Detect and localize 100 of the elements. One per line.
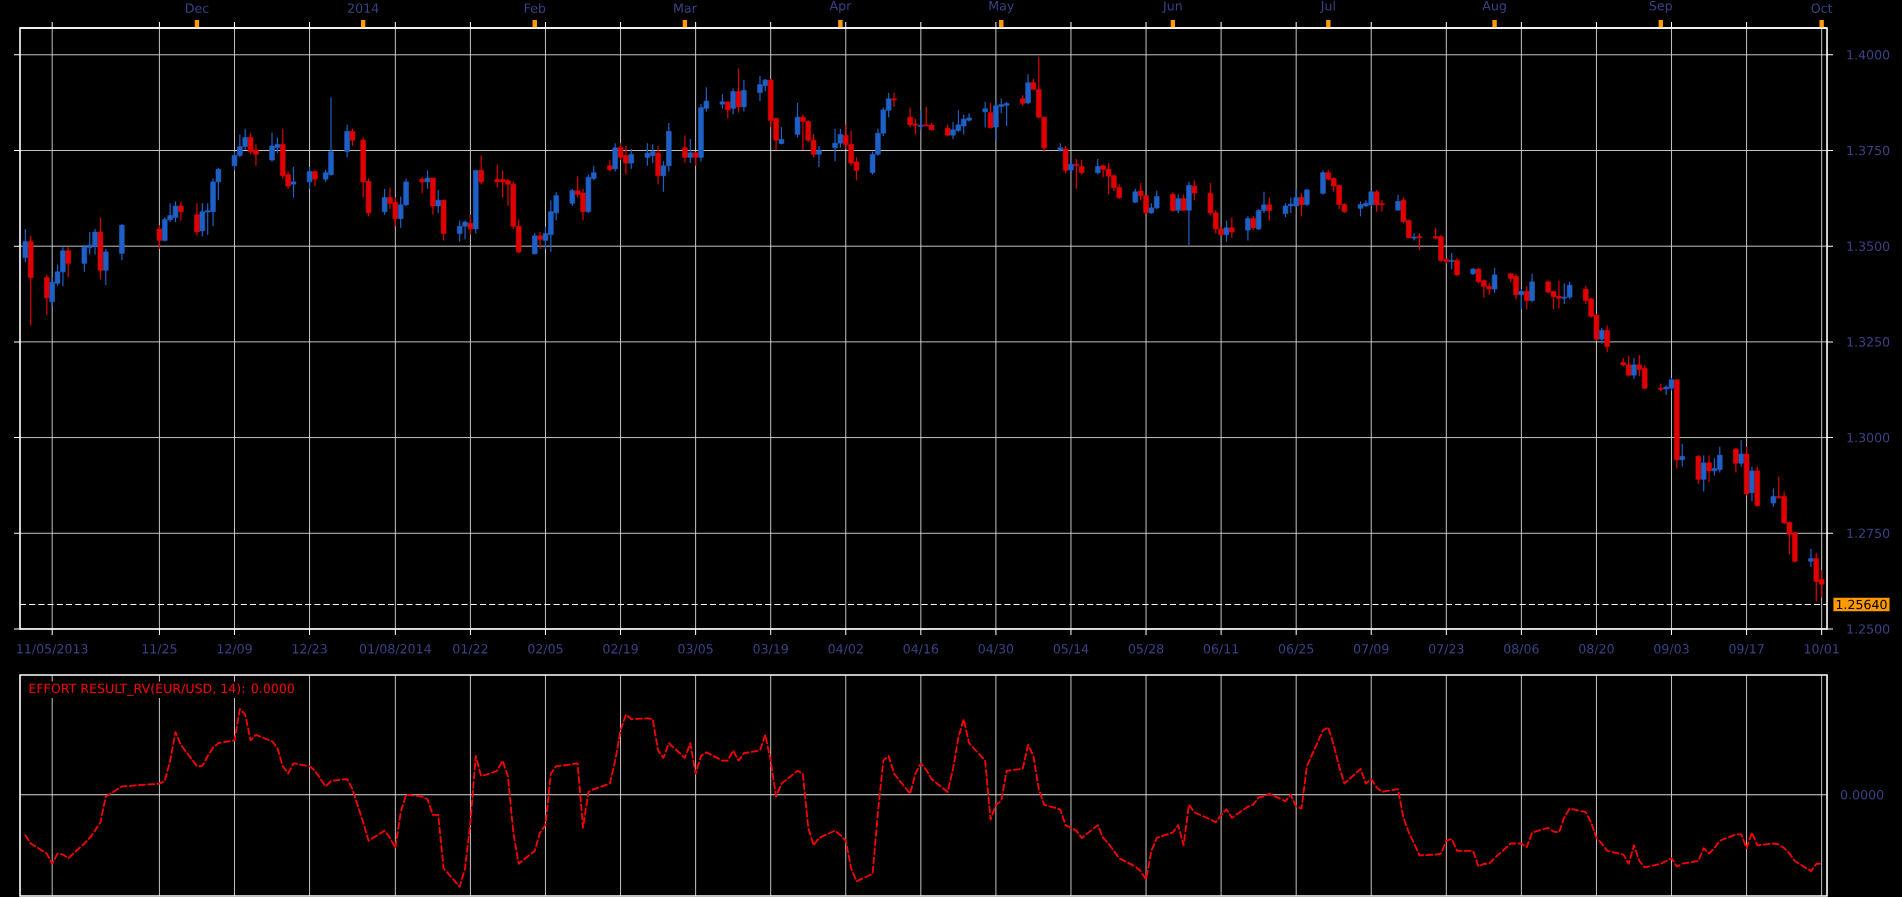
candlestick [1229,216,1235,239]
candlestick [1518,288,1525,310]
x-tick-label: 11/25 [142,644,177,655]
candlestick [1266,196,1273,222]
y-tick-label: 1.4000 [1847,50,1890,60]
candlestick [1223,219,1230,243]
candlestick [1529,273,1535,303]
candlestick [1073,158,1080,190]
candlestick [730,87,736,116]
x-tick-label: 02/05 [528,644,563,655]
x-tick-label: 06/11 [1203,644,1239,655]
x-tick-label: 03/19 [753,644,788,655]
y-tick-label: 1.3250 [1847,337,1890,347]
candlestick [478,154,484,185]
candlestick [1298,192,1305,217]
candlestick [1245,215,1251,242]
x-tick-label: 09/03 [1654,644,1689,655]
candlestick [612,142,618,173]
candlestick [290,166,297,199]
x-tick-label: 08/06 [1504,644,1539,655]
candlestick [741,79,747,113]
y-tick-label: 1.3750 [1847,145,1890,156]
x-tick-label: 09/17 [1729,644,1764,655]
candlestick [1695,454,1702,485]
x-tick-label: 06/25 [1278,644,1314,655]
x-tick-label: 05/14 [1053,644,1089,655]
candlestick [44,274,50,316]
x2-tick-label: Sep [1649,0,1672,13]
candlestick [1770,487,1777,508]
x2-tick-label: May [989,1,1014,13]
x-tick-label: 04/02 [828,644,863,655]
candlestick [1749,466,1755,502]
candlestick [982,101,988,128]
x-tick-label: 01/22 [453,644,488,655]
candlestick [1700,454,1707,493]
x2-tick-label: 2014 [348,3,379,13]
x-tick-label: 04/16 [903,644,939,655]
x-tick-label: 04/30 [978,644,1014,655]
candlestick [735,67,742,114]
x-tick-label: 05/28 [1128,644,1164,655]
candlestick [467,214,474,236]
candlestick [1679,443,1685,468]
x-tick-label: 07/23 [1428,644,1464,655]
x2-tick-label: Mar [674,3,697,13]
candlestick [381,188,388,216]
x2-tick-label: Feb [524,3,546,13]
candlestick [156,224,163,250]
candlestick [987,102,994,130]
x2-tick-label: Jul [1320,0,1335,13]
x-tick-label: 12/09 [217,644,252,655]
x-tick-label: 10/01 [1804,644,1839,655]
chart-title: EFFORT RESULT_RV(EUR/USD, 14): 0.0000 [29,683,295,696]
candlestick [1191,179,1198,201]
x-tick-label: 01/08/2014 [359,644,431,655]
candlestick [794,102,801,139]
x-tick-label: 03/05 [678,644,713,655]
candlestick [65,246,71,279]
x2-tick-label: Apr [829,1,852,13]
candlestick [1062,145,1069,175]
candlestick [918,109,924,132]
candlestick [891,92,897,108]
candlestick [687,138,693,164]
candlestick [194,202,200,237]
candlestick [1733,447,1739,474]
candlestick [682,134,688,164]
x2-tick-label: Dec [185,3,209,13]
candlestick [1738,439,1744,468]
candlestick [1320,169,1326,196]
candlestick [424,169,431,190]
candlestick [532,232,538,256]
x-tick-label: 07/09 [1353,644,1389,655]
candlestick [816,145,822,168]
x2-tick-label: Jun [1162,1,1182,13]
x-tick-label: 02/19 [603,644,638,655]
y-tick-label: 1.3000 [1847,432,1890,443]
candlestick [1631,357,1637,380]
candlestick [655,145,661,185]
candlestick [344,124,350,158]
candlestick [1604,324,1610,353]
x2-tick-label: Aug [1482,1,1506,13]
candlestick [178,200,184,222]
x-tick-label: 11/05/2013 [17,644,88,655]
candlestick [306,166,313,190]
candlestick [1491,267,1498,294]
candlestick [22,228,29,263]
candlestick [1808,548,1814,568]
candlestick [1170,191,1176,213]
candlestick [103,248,109,286]
y-tick-label: 1.3500 [1847,241,1890,251]
candlestick [628,148,634,170]
ref-line-label: 0.0000 [1840,789,1884,800]
candlestick [537,231,543,250]
x-tick-label: 12/23 [292,644,327,655]
ref-line-label: 1.25640 [1836,599,1887,610]
candlestick [1175,193,1181,214]
candlestick [1706,454,1712,483]
y-tick-label: 1.2750 [1847,528,1890,539]
candlestick [1524,285,1530,310]
candlestick [435,189,441,214]
x-tick-label: 08/20 [1579,644,1614,655]
